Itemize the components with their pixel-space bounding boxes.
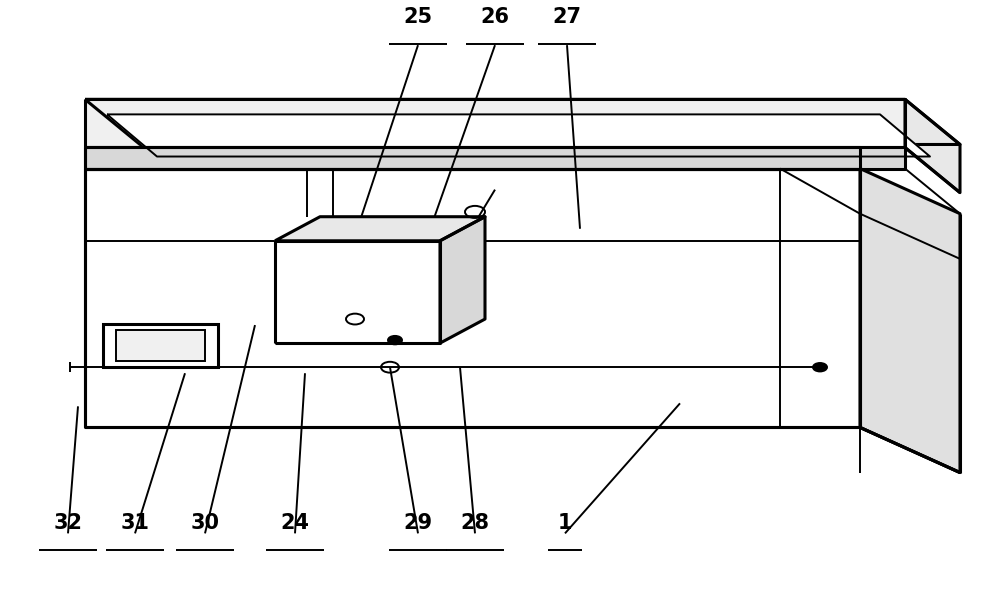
Text: 27: 27 (552, 7, 582, 27)
Text: 26: 26 (480, 7, 510, 27)
Bar (103, 324, 218, 367)
Text: 28: 28 (460, 514, 490, 533)
Bar (116, 330, 205, 361)
Polygon shape (275, 241, 440, 343)
Polygon shape (85, 147, 905, 169)
Polygon shape (440, 217, 485, 343)
Polygon shape (860, 169, 960, 473)
Circle shape (813, 363, 827, 371)
Polygon shape (85, 99, 960, 144)
Polygon shape (85, 99, 905, 147)
Text: 24: 24 (280, 514, 310, 533)
Polygon shape (275, 217, 485, 241)
Text: 32: 32 (54, 514, 82, 533)
Polygon shape (85, 169, 860, 427)
Text: 1: 1 (558, 514, 572, 533)
Text: 29: 29 (403, 514, 433, 533)
Text: 30: 30 (190, 514, 220, 533)
Circle shape (388, 336, 402, 344)
Polygon shape (905, 99, 960, 193)
Text: 25: 25 (403, 7, 433, 27)
Polygon shape (107, 114, 930, 157)
Text: 31: 31 (120, 514, 150, 533)
